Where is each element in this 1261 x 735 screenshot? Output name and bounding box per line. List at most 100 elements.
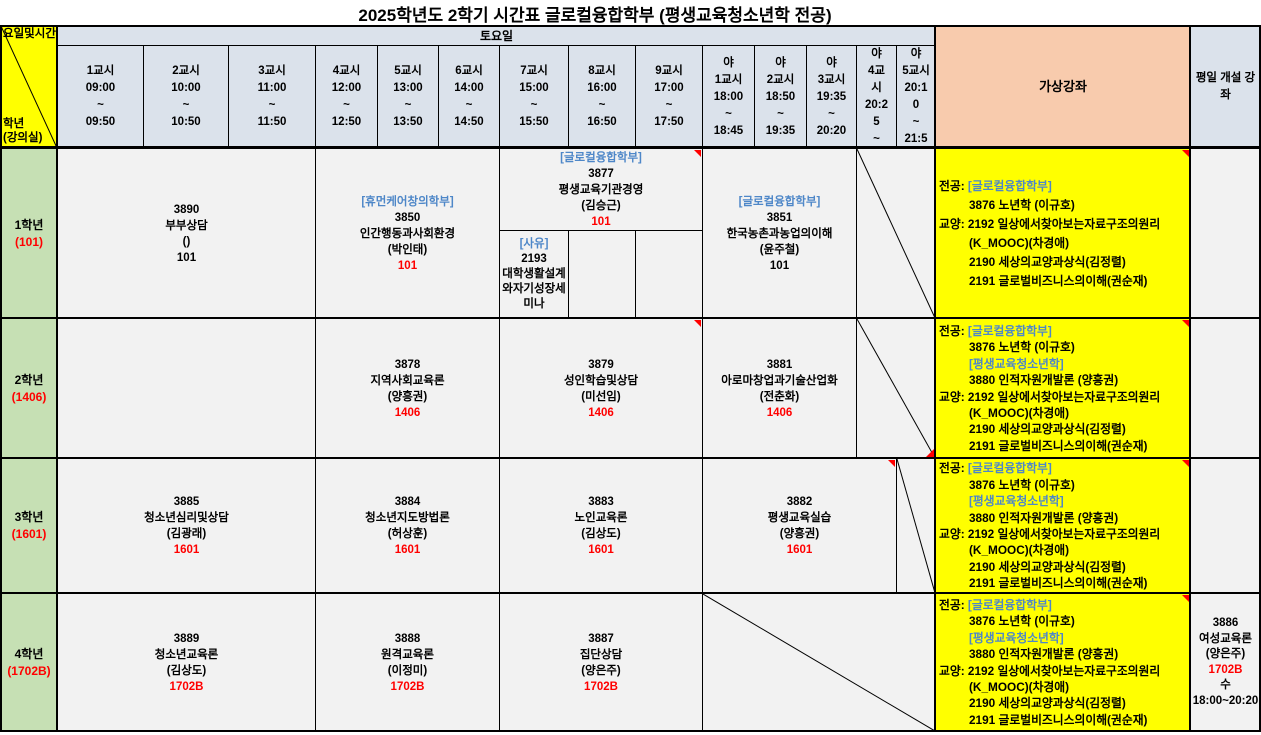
weekday-courses-header[interactable]: 평일 개설 강좌: [1190, 25, 1261, 149]
vc-line: 2191 글로벌비즈니스의이해(권순재): [969, 712, 1148, 727]
course-3890[interactable]: 3890 부부상담 () 101: [57, 148, 316, 319]
grade-cell-1[interactable]: 1학년 (101): [0, 148, 58, 319]
virtual-courses-cell-1[interactable]: 전공: [글로컬융합학부] 3876 노년학 (이규호) 교양: 2192 일상…: [935, 148, 1191, 319]
period-header-5[interactable]: 5교시 13:00 ~ 13:50: [377, 45, 439, 149]
period-header-night-5[interactable]: 야 5교시 20:1 0 ~ 21:5: [896, 45, 936, 149]
course-3883[interactable]: 3883 노인교육론 (김상도) 1601: [499, 458, 703, 594]
course-time: 18:00~20:20: [1192, 694, 1259, 707]
course-2193[interactable]: [사유] 2193 대학생활설계와자기성장세미나: [499, 230, 569, 319]
blocked-cell: [702, 593, 936, 732]
course-3851[interactable]: [글로컬융합학부] 3851 한국농촌과농업의이해 (윤주철) 101: [702, 148, 857, 319]
empty-cell[interactable]: [1190, 458, 1261, 594]
empty-cell[interactable]: [568, 230, 636, 319]
period-line: ~: [530, 99, 538, 111]
period-line: 7교시: [520, 65, 548, 77]
period-header-night-1[interactable]: 야 1교시 18:00 ~ 18:45: [702, 45, 755, 149]
period-header-1[interactable]: 1교시 09:00 ~ 09:50: [57, 45, 144, 149]
virtual-courses-header[interactable]: 가상강좌: [935, 25, 1191, 149]
course-3889[interactable]: 3889 청소년교육론 (김상도) 1702B: [57, 593, 316, 732]
empty-cell[interactable]: [57, 318, 316, 459]
diagonal-line: [703, 594, 935, 731]
period-line: 19:35: [816, 90, 847, 103]
course-name: 아로마창업과기술산업화: [721, 374, 838, 387]
vc-line: [평생교육청소년학]: [969, 494, 1064, 509]
course-room: 1406: [766, 406, 793, 419]
period-header-night-4[interactable]: 야 4교 시 20:2 5 ~: [856, 45, 897, 149]
course-room: 1702B: [584, 680, 618, 693]
course-dept: [글로컬융합학부]: [738, 195, 821, 208]
vc-line: [평생교육청소년학]: [969, 630, 1064, 645]
course-name: 한국농촌과농업의이해: [726, 227, 833, 240]
course-code: 3884: [394, 496, 421, 508]
empty-cell[interactable]: [1190, 318, 1261, 459]
saturday-header[interactable]: 토요일: [57, 25, 936, 46]
period-line: 5교시: [394, 65, 422, 77]
course-room: 1406: [588, 406, 614, 419]
course-3885[interactable]: 3885 청소년심리및상담 (김광래) 1601: [57, 458, 316, 594]
period-line: 8교시: [588, 65, 616, 77]
course-room: 1601: [588, 544, 614, 556]
vc-line: 3876 노년학 (이규호): [969, 614, 1075, 629]
course-dept: [사유]: [519, 238, 549, 250]
empty-cell[interactable]: [1190, 148, 1261, 319]
period-header-4[interactable]: 4교시 12:00 ~ 12:50: [315, 45, 378, 149]
course-3879[interactable]: 3879 성인학습및상담 (미선임) 1406: [499, 318, 703, 459]
course-3882[interactable]: 3882 평생교육실습 (양흥권) 1601: [702, 458, 897, 594]
course-3888[interactable]: 3888 원격교육론 (이정미) 1702B: [315, 593, 500, 732]
blocked-cell: [856, 148, 936, 319]
course-name: 평생교육실습: [767, 512, 832, 524]
course-3878[interactable]: 3878 지역사회교육론 (양흥권) 1406: [315, 318, 500, 459]
course-code: 3883: [588, 496, 614, 508]
period-header-night-3[interactable]: 야 3교시 19:35 ~ 20:20: [806, 45, 857, 149]
diagonal-line: [897, 459, 935, 593]
period-header-9[interactable]: 9교시 17:00 ~ 17:50: [635, 45, 703, 149]
grid-line: [56, 25, 58, 732]
course-name: 대학생활설계와자기성장세미나: [502, 268, 566, 310]
grid-line: [1189, 25, 1191, 732]
course-3877[interactable]: [글로컬융합학부] 3877 평생교육기관경영 (김승근) 101: [499, 148, 703, 231]
vc-line: 교양: 2192 일상에서찾아보는자료구조의원리: [939, 663, 1188, 679]
period-header-2[interactable]: 2교시 10:00 ~ 10:50: [143, 45, 229, 149]
period-line: ~: [598, 99, 606, 111]
course-name: 원격교육론: [381, 648, 434, 661]
course-3887[interactable]: 3887 집단상담 (양은주) 1702B: [499, 593, 703, 732]
period-line: 10:00: [171, 82, 201, 94]
course-name: 집단상담: [579, 648, 623, 661]
period-header-3[interactable]: 3교시 11:00 ~ 11:50: [228, 45, 316, 149]
grade-cell-2[interactable]: 2학년 (1406): [0, 318, 58, 459]
course-prof: (): [182, 235, 191, 248]
course-day: 수: [1220, 679, 1231, 691]
course-room: 101: [176, 251, 197, 264]
course-room: 1601: [786, 544, 813, 556]
grade-label: 4학년: [14, 646, 44, 661]
course-code: 3889: [173, 632, 200, 645]
period-line: 18:00: [713, 90, 744, 103]
vc-line: 전공: [글로컬융합학부]: [939, 597, 1188, 613]
grade-cell-3[interactable]: 3학년 (1601): [0, 458, 58, 594]
period-line: ~: [404, 99, 412, 111]
course-3850[interactable]: [휴먼케어창의학부] 3850 인간행동과사회환경 (박인태) 101: [315, 148, 500, 319]
corner-cell[interactable]: 요일및시간 학년 (강의실): [0, 25, 58, 149]
virtual-courses-cell-3[interactable]: 전공: [글로컬융합학부] 3876 노년학 (이규호) [평생교육청소년학] …: [935, 458, 1191, 594]
comment-marker: [1182, 320, 1189, 327]
period-header-6[interactable]: 6교시 14:00 ~ 14:50: [438, 45, 500, 149]
period-line: 20:20: [816, 124, 847, 137]
period-header-8[interactable]: 8교시 16:00 ~ 16:50: [568, 45, 636, 149]
course-prof: (윤주철): [759, 243, 800, 256]
period-header-night-2[interactable]: 야 2교시 18:50 ~ 19:35: [754, 45, 807, 149]
vc-line: 교양: 2192 일상에서찾아보는자료구조의원리: [939, 526, 1188, 542]
period-header-7[interactable]: 7교시 15:00 ~ 15:50: [499, 45, 569, 149]
grade-room: (1702B): [7, 663, 51, 678]
virtual-courses-cell-4[interactable]: 전공: [글로컬융합학부] 3876 노년학 (이규호) [평생교육청소년학] …: [935, 593, 1191, 732]
course-3884[interactable]: 3884 청소년지도방법론 (허상훈) 1601: [315, 458, 500, 594]
grade-cell-4[interactable]: 4학년 (1702B): [0, 593, 58, 732]
grid-line: [934, 25, 936, 732]
blocked-cell: [896, 458, 936, 594]
course-3886-weekday[interactable]: 3886 여성교육론 (양은주) 1702B 수 18:00~20:20: [1190, 593, 1261, 732]
course-3881[interactable]: 3881 아로마창업과기술산업화 (전춘화) 1406: [702, 318, 857, 459]
empty-cell[interactable]: [635, 230, 703, 319]
vc-label: 교양:: [939, 216, 968, 231]
virtual-courses-cell-2[interactable]: 전공: [글로컬융합학부] 3876 노년학 (이규호) [평생교육청소년학] …: [935, 318, 1191, 459]
vc-dept: [글로컬융합학부]: [967, 178, 1052, 193]
course-room: 1702B: [1208, 663, 1243, 676]
